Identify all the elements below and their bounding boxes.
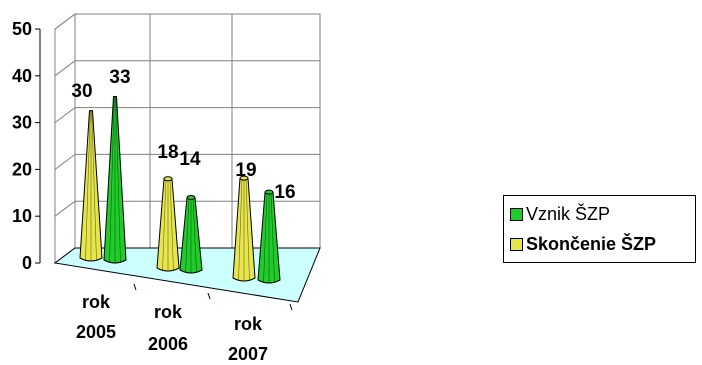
- cone-facet: [270, 192, 275, 284]
- category-label: rok: [154, 302, 183, 322]
- cone-facet: [263, 192, 268, 284]
- data-label: 33: [109, 67, 130, 88]
- side-wall: [54, 13, 76, 264]
- cone-top: [163, 176, 173, 182]
- x-tick: [133, 283, 137, 291]
- data-label: 19: [235, 160, 256, 181]
- cone-facet: [115, 96, 121, 264]
- y-tick-label: 50: [12, 19, 32, 39]
- data-labels: 30 33 18 14 19 16: [71, 67, 295, 203]
- category-labels: rok 2005 rok 2006 rok 2007: [76, 283, 293, 364]
- cone-facet: [169, 178, 174, 272]
- legend-swatch-skoncenie: [510, 237, 523, 251]
- x-tick: [207, 292, 211, 300]
- category-label: rok: [82, 292, 111, 312]
- cone-facet: [85, 110, 91, 262]
- x-tick: [289, 303, 293, 311]
- cone-facet: [238, 178, 243, 282]
- gridline-side: [54, 107, 76, 123]
- legend: Vznik ŠZP Skončenie ŠZP: [503, 195, 696, 263]
- data-label: 16: [274, 182, 295, 203]
- legend-item-vznik: Vznik ŠZP: [510, 203, 610, 225]
- cone-top: [186, 194, 196, 200]
- category-label: 2005: [76, 322, 116, 342]
- gridline-side: [54, 200, 76, 217]
- gridline-side: [54, 153, 76, 170]
- cone-top: [264, 189, 274, 195]
- legend-item-skoncenie: Skončenie ŠZP: [510, 233, 656, 255]
- data-label: 30: [71, 81, 92, 102]
- cone-facet: [185, 197, 190, 274]
- gridline-side: [54, 60, 76, 77]
- y-tick-label: 20: [12, 159, 32, 179]
- category-label: 2007: [228, 344, 268, 364]
- cone-0-0: [79, 110, 103, 262]
- y-tick-label: 10: [12, 206, 32, 226]
- gridline-side: [54, 13, 76, 30]
- legend-label-skoncenie: Skončenie ŠZP: [526, 233, 657, 254]
- legend-swatch-vznik: [510, 207, 523, 221]
- cone-facet: [91, 110, 97, 262]
- cone-2-0: [232, 175, 256, 282]
- data-label: 18: [157, 142, 178, 163]
- cone-1-1: [179, 194, 203, 274]
- data-label: 14: [179, 149, 201, 170]
- cone-facet: [162, 178, 167, 272]
- cone-2-1: [257, 189, 281, 284]
- y-axis: 0 10 20 30 40 50: [12, 19, 41, 273]
- cone-facet: [109, 96, 115, 264]
- category-label: rok: [234, 314, 263, 334]
- legend-label-vznik: Vznik ŠZP: [526, 203, 611, 224]
- y-tick-label: 0: [22, 253, 32, 273]
- cone-facet: [192, 197, 197, 274]
- y-tick-label: 30: [12, 113, 32, 133]
- chart-cones: [79, 96, 281, 284]
- cone-facet: [245, 178, 250, 282]
- y-tick-label: 40: [12, 66, 32, 86]
- category-label: 2006: [148, 334, 188, 354]
- cone-top: [239, 175, 249, 181]
- cone-1-0: [156, 176, 180, 272]
- cone-0-1: [103, 96, 127, 264]
